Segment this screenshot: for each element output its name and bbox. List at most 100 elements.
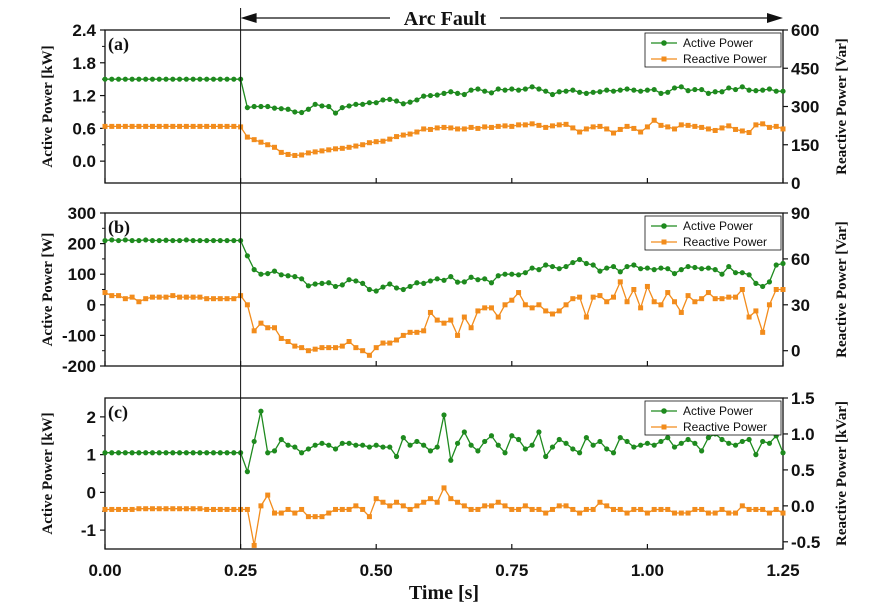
data-point-active — [197, 450, 203, 456]
data-point-reactive — [292, 343, 298, 349]
data-point-reactive — [712, 510, 718, 516]
data-point-reactive — [339, 343, 345, 349]
data-point-active — [265, 103, 271, 110]
data-point-reactive — [353, 345, 359, 351]
data-point-reactive — [129, 123, 135, 129]
data-point-active — [278, 436, 284, 443]
data-point-reactive — [482, 124, 488, 130]
data-point-active — [529, 84, 535, 90]
data-point-active — [488, 90, 495, 96]
data-point-active — [156, 237, 162, 244]
data-point-active — [421, 93, 427, 99]
data-point-reactive — [326, 345, 332, 351]
data-point-reactive — [427, 309, 433, 315]
data-point-reactive — [373, 139, 379, 145]
data-point-active — [149, 76, 156, 82]
legend-label: Reactive Power — [683, 52, 767, 66]
data-point-active — [488, 433, 495, 439]
data-point-active — [285, 442, 291, 448]
data-point-active — [454, 90, 461, 96]
data-point-reactive — [516, 122, 522, 128]
legend-label: Reactive Power — [683, 235, 767, 249]
data-point-reactive — [305, 348, 311, 354]
data-point-active — [176, 76, 183, 82]
data-point-reactive — [177, 506, 183, 512]
data-point-reactive — [326, 147, 332, 153]
data-point-reactive — [604, 299, 610, 305]
data-point-reactive — [753, 308, 759, 314]
data-point-active — [543, 262, 549, 268]
x-tick-label: 1.00 — [631, 561, 664, 580]
data-point-reactive — [231, 296, 237, 302]
data-point-active — [610, 450, 617, 456]
data-point-active — [299, 276, 305, 282]
x-axis: 0.00 0.25 0.50 0.75 1.00 1.25 — [88, 561, 799, 580]
data-point-reactive — [292, 152, 298, 158]
data-point-active — [644, 265, 651, 271]
data-point-active — [515, 272, 522, 278]
data-point-active — [265, 270, 271, 277]
data-point-reactive — [380, 340, 386, 346]
left-axis-title: Active Power [W] — [40, 233, 56, 347]
data-point-active — [685, 88, 691, 94]
data-point-reactive — [529, 121, 535, 127]
data-point-active — [448, 89, 454, 95]
data-point-active — [488, 280, 495, 286]
data-point-active — [332, 446, 339, 452]
right-tick-label: 300 — [791, 98, 819, 117]
data-point-active — [122, 237, 128, 243]
data-point-reactive — [122, 296, 128, 302]
data-point-reactive — [400, 132, 406, 138]
data-point-reactive — [394, 499, 400, 505]
data-point-reactive — [658, 122, 664, 128]
data-point-reactive — [156, 123, 162, 129]
data-point-reactive — [488, 124, 494, 130]
data-point-reactive — [753, 506, 759, 512]
data-point-reactive — [522, 302, 528, 308]
data-point-reactive — [414, 329, 420, 335]
data-point-reactive — [631, 506, 637, 512]
data-point-reactive — [719, 296, 725, 302]
data-point-active — [590, 262, 596, 268]
data-point-active — [773, 88, 779, 94]
data-point-active — [129, 237, 135, 244]
data-point-reactive — [705, 290, 711, 296]
arc-fault-arrowhead-left — [240, 13, 257, 23]
data-point-reactive — [685, 122, 691, 128]
data-point-reactive — [638, 506, 644, 512]
data-point-active — [461, 91, 467, 98]
data-point-active — [522, 86, 528, 92]
panel-label: (b) — [108, 217, 130, 238]
data-point-active — [610, 263, 617, 270]
right-tick-label: 0.5 — [791, 461, 815, 480]
data-point-reactive — [170, 123, 176, 129]
data-point-active — [651, 442, 657, 448]
data-point-active — [360, 442, 366, 448]
data-point-reactive — [577, 129, 583, 135]
data-point-reactive — [651, 506, 657, 512]
data-point-reactive — [773, 506, 779, 512]
data-point-active — [522, 446, 528, 452]
data-point-active — [115, 237, 122, 244]
data-point-reactive — [461, 503, 467, 509]
data-point-reactive — [502, 123, 508, 129]
data-point-reactive — [590, 124, 596, 130]
data-point-active — [258, 408, 264, 414]
data-point-reactive — [394, 337, 400, 343]
data-point-reactive — [149, 294, 155, 300]
right-tick-label: 600 — [791, 21, 819, 40]
data-point-active — [441, 90, 447, 96]
data-point-active — [468, 442, 474, 448]
data-point-reactive — [502, 302, 508, 308]
left-tick-label: 0 — [87, 296, 96, 315]
data-point-active — [353, 101, 359, 107]
data-point-active — [421, 442, 427, 448]
right-tick-label: 30 — [791, 296, 810, 315]
data-point-reactive — [441, 320, 447, 326]
data-point-reactive — [536, 122, 542, 128]
data-point-active — [705, 90, 712, 96]
data-point-active — [400, 286, 406, 293]
left-tick-label: 0.6 — [72, 119, 96, 138]
data-point-reactive — [611, 294, 616, 300]
